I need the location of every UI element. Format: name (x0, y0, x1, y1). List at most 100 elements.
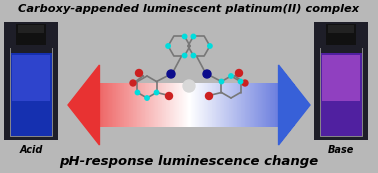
Bar (73, 99, 74, 111)
Bar (122, 83, 123, 127)
Bar (314, 22, 368, 140)
Bar (126, 83, 127, 127)
Bar (69, 104, 70, 106)
Bar (82, 86, 83, 124)
Bar (227, 83, 228, 127)
Bar (178, 83, 179, 127)
Bar (186, 83, 187, 127)
Bar (74, 97, 75, 113)
Bar (85, 83, 86, 126)
Bar (119, 83, 121, 127)
Bar (171, 83, 172, 127)
Bar (94, 71, 95, 139)
Bar (293, 83, 294, 126)
Bar (246, 83, 247, 127)
Bar (248, 83, 249, 127)
Bar (90, 77, 91, 133)
Bar (256, 83, 257, 127)
Bar (254, 83, 255, 127)
Bar (141, 83, 142, 127)
Bar (247, 83, 248, 127)
Bar (16, 24, 46, 45)
Bar (148, 83, 149, 127)
Bar (192, 83, 193, 127)
Bar (170, 83, 171, 127)
Bar (241, 83, 242, 127)
Bar (286, 74, 287, 136)
Bar (108, 83, 109, 127)
Bar (233, 83, 234, 127)
Bar (201, 83, 202, 127)
Bar (222, 83, 223, 127)
Text: Base: Base (328, 145, 354, 155)
Bar (175, 83, 176, 127)
Bar (116, 83, 117, 127)
Bar (302, 95, 303, 115)
Bar (280, 67, 281, 143)
Bar (182, 83, 183, 127)
Bar (294, 84, 295, 126)
Bar (193, 83, 194, 127)
Bar (181, 83, 182, 127)
Bar (70, 102, 71, 108)
Bar (95, 70, 96, 140)
Bar (272, 83, 273, 127)
Bar (134, 83, 135, 127)
Bar (91, 75, 92, 135)
Bar (197, 83, 198, 127)
Bar (309, 104, 310, 106)
Bar (176, 83, 177, 127)
Bar (123, 83, 124, 127)
Bar (203, 83, 204, 127)
Bar (270, 83, 271, 127)
Bar (152, 83, 153, 127)
Bar (322, 55, 360, 101)
Bar (128, 83, 129, 127)
Bar (234, 83, 235, 127)
Bar (84, 84, 85, 126)
Bar (155, 83, 156, 127)
Circle shape (166, 44, 170, 48)
Bar (231, 83, 232, 127)
Circle shape (145, 96, 149, 100)
Bar (264, 83, 265, 127)
Bar (300, 93, 301, 117)
Text: pH-response luminescence change: pH-response luminescence change (59, 156, 319, 169)
Bar (202, 83, 203, 127)
Bar (165, 83, 166, 127)
Bar (213, 83, 214, 127)
Bar (221, 83, 222, 127)
Text: Acid: Acid (19, 145, 43, 155)
Bar (117, 83, 118, 127)
Bar (185, 83, 186, 127)
Bar (149, 83, 150, 127)
Bar (161, 83, 163, 127)
Bar (115, 83, 116, 127)
Bar (100, 83, 101, 127)
Bar (194, 83, 195, 127)
Bar (266, 83, 267, 127)
Bar (208, 83, 209, 127)
Circle shape (206, 93, 212, 99)
Polygon shape (279, 65, 310, 145)
Bar (282, 69, 283, 141)
Bar (303, 96, 304, 114)
Bar (81, 89, 82, 121)
Bar (164, 83, 165, 127)
Bar (151, 83, 152, 127)
Bar (93, 73, 94, 137)
Bar (187, 83, 188, 127)
Bar (225, 83, 226, 127)
Bar (268, 83, 269, 127)
Bar (102, 83, 103, 127)
Bar (105, 83, 106, 127)
Bar (191, 83, 192, 127)
Bar (97, 68, 98, 142)
Bar (267, 83, 268, 127)
Bar (290, 79, 291, 131)
Bar (77, 94, 78, 116)
Bar (284, 72, 285, 138)
Circle shape (235, 70, 243, 76)
Bar (207, 83, 208, 127)
Bar (200, 83, 201, 127)
